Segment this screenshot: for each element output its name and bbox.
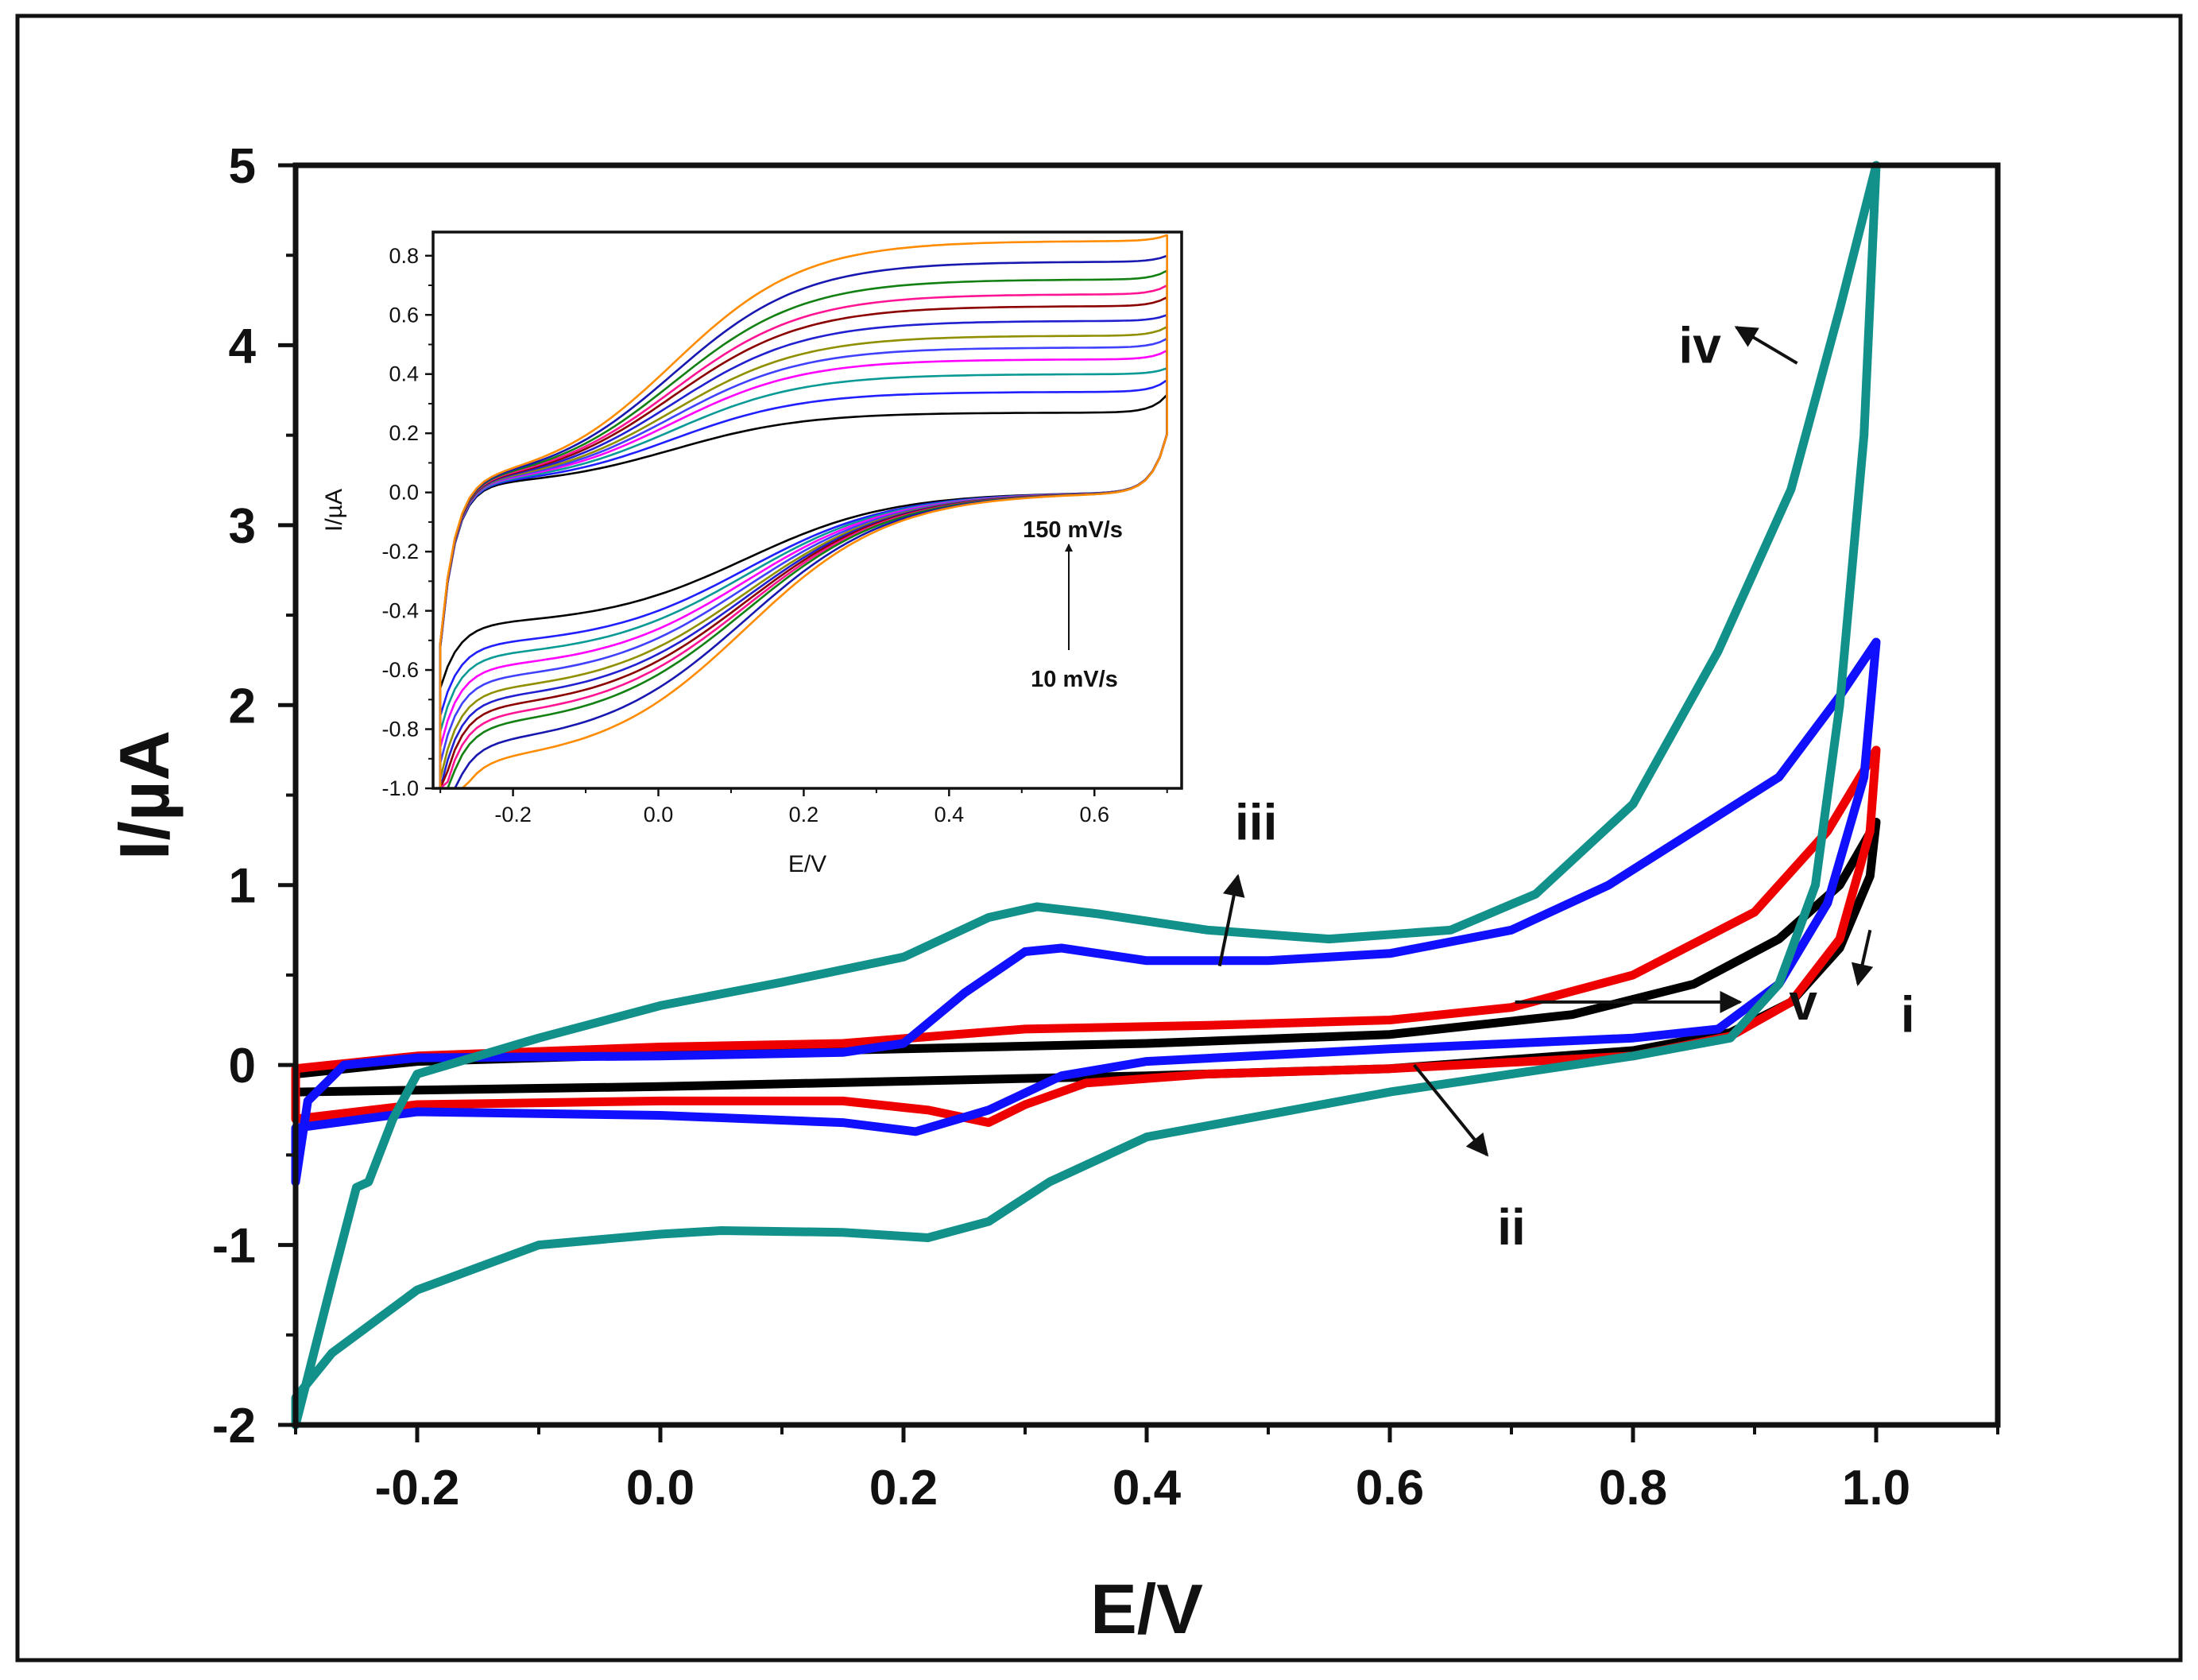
y-tick-label: 3 [229, 499, 256, 554]
x-tick-label: -0.2 [375, 1461, 460, 1515]
main-y-axis-label: I/µA [105, 730, 184, 860]
inset-y-tick-label: 0.6 [389, 303, 419, 327]
page-frame [15, 14, 2183, 1663]
annotation-arrow-i [1851, 929, 1874, 986]
inset-annotation-10: 10 mV/s [1031, 667, 1118, 692]
y-tick-label: -2 [212, 1399, 256, 1454]
inset-y-tick-label: 0.8 [389, 244, 419, 268]
series-iv-curve [291, 161, 1881, 1430]
inset-plot-frame [431, 230, 1183, 790]
x-tick-label: 0.4 [1113, 1461, 1182, 1515]
x-tick-label: 0.2 [869, 1461, 938, 1515]
main-curves [291, 161, 1881, 1430]
inset-y-tick-label: -0.4 [381, 599, 419, 623]
annotation-arrow-ii [1413, 1063, 1489, 1157]
inset-x-tick-label: 0.2 [789, 803, 819, 826]
series-ii-curve [291, 745, 1881, 1128]
curve-label-v: v [1789, 974, 1817, 1031]
main-axes: -0.2 0.0 0.2 0.4 0.6 0.8 1.0 -2 -1 0 1 2 3 4 5 [212, 139, 1999, 1515]
curve-label-iii: iii [1235, 793, 1277, 850]
inset-series-150-mV-s [439, 234, 1168, 790]
inset-annotation-150: 150 mV/s [1023, 517, 1123, 543]
x-tick-label: 0.8 [1599, 1461, 1667, 1515]
series-i-curve [291, 818, 1881, 1097]
inset-x-axis-label: E/V [788, 851, 826, 877]
y-tick-label: 4 [229, 319, 257, 374]
inset-x-tick-label: 0.0 [644, 803, 674, 826]
series-iii-curve [291, 637, 1881, 1186]
x-tick-label: 1.0 [1842, 1461, 1910, 1515]
inset-curves [439, 234, 1168, 790]
inset-y-tick-label: 0.0 [389, 481, 419, 505]
y-tick-label: 1 [229, 859, 256, 914]
curve-label-i: i [1901, 986, 1915, 1043]
inset-y-tick-label: -0.6 [381, 658, 419, 682]
x-tick-label: 0.0 [626, 1461, 695, 1515]
y-tick-label: 2 [229, 679, 256, 734]
inset-x-tick-label: -0.2 [494, 803, 532, 826]
inset-y-tick-label: 0.2 [389, 421, 419, 445]
y-tick-label: -1 [212, 1219, 256, 1274]
inset-y-tick-label: -1.0 [381, 776, 419, 800]
x-tick-label: 0.6 [1356, 1461, 1424, 1515]
inset-y-tick-label: -0.8 [381, 718, 419, 741]
inset-axes: -0.2 0.0 0.2 0.4 0.6 0.8 0.6 0.4 0.2 0.0 -0.2 -0.4 -… [381, 244, 1168, 826]
y-tick-label: 5 [229, 139, 256, 194]
inset-y-tick-label: -0.2 [381, 540, 419, 563]
inset-y-axis-label: I/µA [321, 489, 347, 532]
inset-x-tick-label: 0.6 [1079, 803, 1109, 826]
curve-label-ii: ii [1497, 1198, 1526, 1256]
y-tick-label: 0 [229, 1039, 256, 1094]
inset-x-tick-label: 0.4 [935, 803, 965, 826]
annotation-arrow-iii [1217, 873, 1245, 967]
inset-y-tick-label: 0.4 [389, 362, 419, 386]
annotation-arrow-iv [1734, 326, 1798, 365]
main-x-axis-label: E/V [1090, 1570, 1203, 1648]
curve-label-iv: iv [1678, 316, 1721, 374]
